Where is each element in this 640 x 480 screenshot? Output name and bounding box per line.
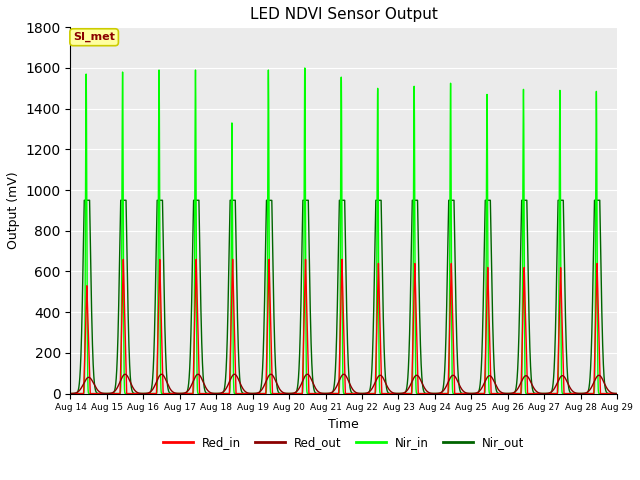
Red_out	[267, 372, 275, 377]
Nir_in	[67, 391, 74, 396]
Legend: Red_in, Red_out, Nir_in, Nir_out: Red_in, Red_out, Nir_in, Nir_out	[159, 431, 529, 454]
Red_in	[104, 391, 111, 396]
Nir_in	[613, 391, 621, 396]
Title: LED NDVI Sensor Output: LED NDVI Sensor Output	[250, 7, 438, 22]
Line: Nir_in: Nir_in	[70, 68, 617, 394]
Nir_out	[276, 391, 284, 396]
Red_in	[364, 391, 371, 396]
Nir_in	[396, 391, 403, 396]
Nir_out	[198, 348, 206, 354]
Red_in	[613, 391, 621, 396]
Red_out	[472, 390, 480, 396]
X-axis label: Time: Time	[328, 418, 359, 431]
Text: SI_met: SI_met	[73, 32, 115, 42]
Nir_in	[364, 391, 371, 396]
Red_out	[613, 391, 621, 396]
Red_in	[198, 391, 206, 396]
Y-axis label: Output (mV): Output (mV)	[7, 172, 20, 249]
Red_out	[364, 390, 371, 396]
Nir_in	[198, 391, 206, 396]
Nir_out	[81, 197, 88, 203]
Red_in	[396, 391, 403, 396]
Line: Nir_out: Nir_out	[70, 200, 617, 394]
Red_in	[67, 391, 74, 396]
Nir_out	[472, 391, 480, 396]
Red_out	[67, 391, 74, 396]
Nir_in	[276, 391, 284, 396]
Nir_in	[104, 391, 111, 396]
Red_in	[229, 256, 237, 262]
Red_out	[396, 391, 403, 396]
Red_in	[276, 391, 284, 396]
Line: Red_out: Red_out	[70, 374, 617, 394]
Nir_in	[301, 65, 308, 71]
Nir_out	[396, 391, 403, 396]
Nir_out	[364, 391, 371, 396]
Nir_out	[104, 391, 111, 396]
Red_out	[276, 386, 284, 392]
Red_out	[104, 391, 111, 396]
Nir_out	[613, 391, 621, 396]
Red_out	[198, 376, 206, 382]
Nir_out	[67, 391, 74, 396]
Red_in	[472, 391, 480, 396]
Nir_in	[472, 391, 480, 396]
Line: Red_in: Red_in	[70, 259, 617, 394]
